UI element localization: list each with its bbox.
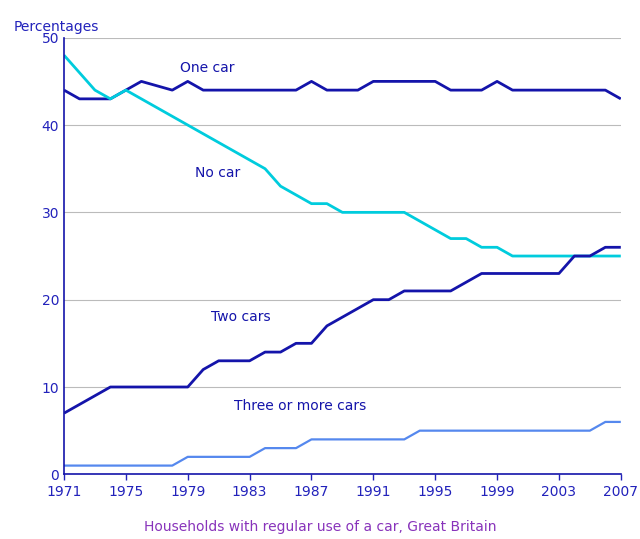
Text: Households with regular use of a car, Great Britain: Households with regular use of a car, Gr… xyxy=(144,520,496,534)
Text: One car: One car xyxy=(180,61,234,75)
Text: Percentages: Percentages xyxy=(14,20,99,34)
Text: Two cars: Two cars xyxy=(211,310,271,324)
Text: Three or more cars: Three or more cars xyxy=(234,399,366,413)
Text: No car: No car xyxy=(195,166,241,180)
